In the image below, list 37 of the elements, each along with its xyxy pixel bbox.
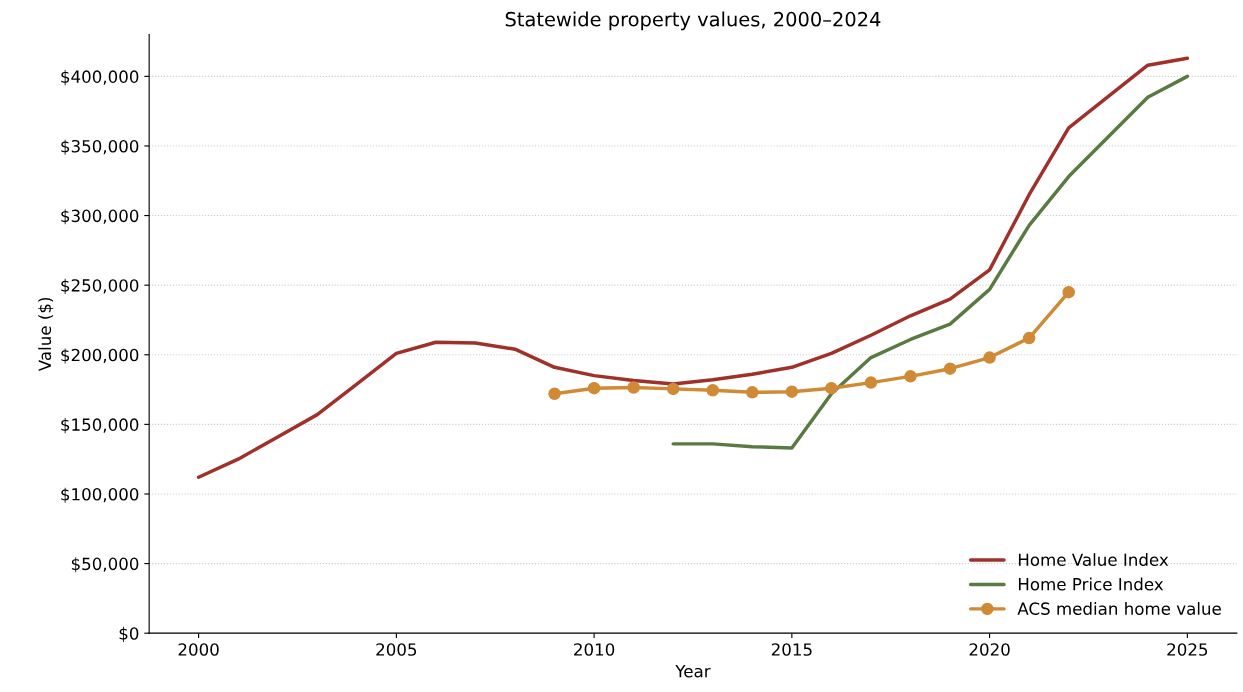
y-tick-label: $50,000	[71, 557, 139, 573]
point	[983, 351, 996, 364]
y-tick-label: $350,000	[61, 139, 139, 155]
x-tick-label: 2020	[969, 643, 1010, 656]
y-tick-label: $100,000	[61, 487, 139, 503]
point	[1022, 331, 1036, 345]
legend-label: ACS median home value	[1017, 602, 1221, 615]
y-axis-title: Value ($)	[38, 297, 54, 372]
x-tick-label: 2025	[1167, 643, 1208, 656]
x-tick-label: 2010	[574, 643, 615, 656]
point	[627, 381, 640, 394]
point	[785, 385, 799, 398]
y-tick-label: $0	[119, 626, 139, 642]
point	[746, 386, 759, 399]
point	[666, 382, 680, 396]
point	[587, 381, 601, 395]
x-tick-label: 2005	[376, 643, 417, 656]
line-series	[196, 56, 1190, 480]
point	[706, 384, 719, 397]
y-tick-label: $400,000	[61, 70, 139, 86]
point	[1062, 285, 1075, 299]
point	[548, 387, 561, 400]
y-tick-label: $300,000	[61, 209, 139, 225]
point	[825, 381, 838, 395]
line-series	[671, 74, 1190, 450]
x-tick-label: 2015	[771, 643, 812, 656]
y-tick-label: $200,000	[61, 348, 139, 364]
legend-label: Home Price Index	[1018, 577, 1164, 591]
x-axis-title: Year	[675, 665, 711, 678]
legend-label: Home Value Index	[1018, 553, 1169, 567]
chart-title: Statewide property values, 2000–2024	[505, 11, 881, 31]
y-tick-label: $150,000	[61, 418, 139, 434]
point	[904, 370, 917, 383]
x-tick-label: 2000	[178, 643, 219, 656]
point	[864, 376, 878, 389]
point	[943, 362, 957, 375]
y-tick-label: $250,000	[61, 278, 139, 294]
